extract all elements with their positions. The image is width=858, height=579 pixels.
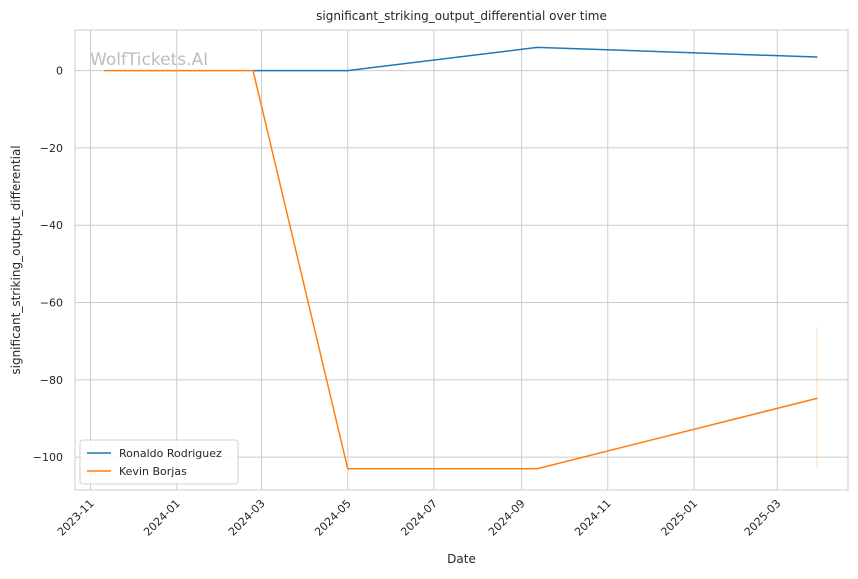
legend: Ronaldo Rodriguez Kevin Borjas bbox=[79, 439, 239, 485]
y-tick-label: −60 bbox=[40, 297, 63, 310]
series-line-2 bbox=[103, 69, 818, 470]
legend-label: Kevin Borjas bbox=[119, 465, 187, 478]
y-axis-label: significant_striking_output_differential bbox=[9, 145, 23, 374]
y-axis: 0 −20 −40 −60 −80 −100 bbox=[33, 65, 63, 465]
x-axis-label: Date bbox=[447, 552, 476, 566]
plot-background bbox=[75, 30, 848, 490]
series-lines bbox=[103, 46, 818, 470]
legend-label: Ronaldo Rodriguez bbox=[119, 447, 222, 460]
series-line-1 bbox=[252, 46, 818, 72]
plot-area: WolfTickets.AI bbox=[74, 29, 849, 491]
y-tick-label: 0 bbox=[56, 65, 63, 78]
chart-title: significant_striking_output_differential… bbox=[316, 9, 607, 23]
watermark: WolfTickets.AI bbox=[90, 50, 208, 70]
plot-frame bbox=[74, 29, 849, 491]
y-tick-label: −40 bbox=[40, 219, 63, 232]
y-tick-label: −80 bbox=[40, 374, 63, 387]
legend-box bbox=[79, 439, 239, 485]
y-tick-label: −100 bbox=[33, 451, 63, 464]
watermark-text: WolfTickets.AI bbox=[90, 50, 208, 70]
y-tick-label: −20 bbox=[40, 142, 63, 155]
